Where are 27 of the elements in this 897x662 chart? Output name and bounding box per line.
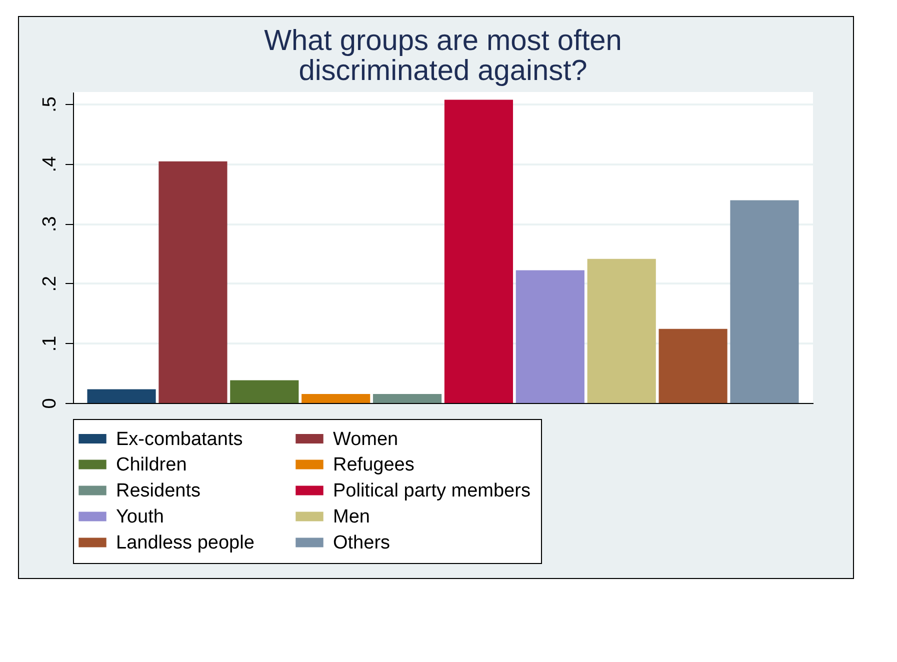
legend-label: Political party members: [333, 480, 530, 502]
bar: [658, 328, 728, 403]
y-tick-label: .2: [40, 276, 60, 292]
y-tick-label: .1: [40, 336, 60, 352]
legend-label: Women: [333, 428, 398, 450]
bar: [444, 100, 514, 403]
bar: [158, 161, 228, 403]
bar: [372, 394, 442, 403]
y-tick-label: 0: [40, 398, 60, 409]
bar: [87, 389, 156, 403]
legend-label: Children: [116, 454, 187, 476]
y-tick-label: .4: [40, 156, 60, 172]
legend-label: Ex-combatants: [116, 428, 243, 450]
bar: [302, 394, 370, 403]
y-tick-label: .5: [40, 96, 60, 112]
legend-label: Refugees: [333, 454, 414, 476]
bar: [587, 258, 656, 403]
legend-label: Landless people: [116, 532, 254, 554]
bar: [516, 270, 584, 403]
legend-label: Men: [333, 506, 370, 528]
bar: [730, 200, 799, 403]
y-tick-label: .3: [40, 216, 60, 232]
bar: [230, 380, 299, 403]
legend-label: Others: [333, 532, 390, 554]
legend-label: Youth: [116, 506, 164, 528]
chart-title: What groups are most often discriminated against?: [264, 25, 622, 87]
legend-label: Residents: [116, 480, 200, 502]
